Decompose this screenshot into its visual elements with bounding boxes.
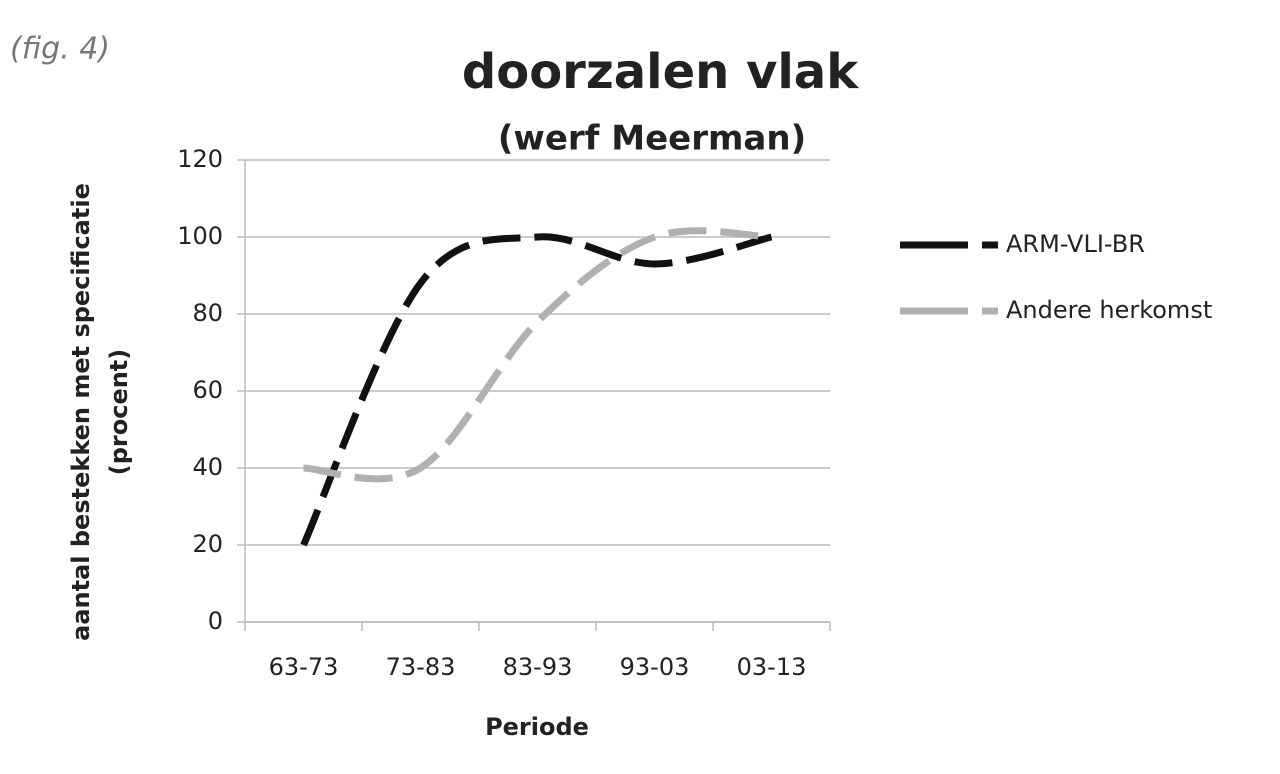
legend-label: ARM-VLI-BR — [1006, 230, 1145, 258]
x-tick-label: 63-73 — [269, 653, 339, 681]
x-axis-label: Periode — [485, 713, 589, 741]
y-tick-label: 0 — [208, 607, 223, 635]
chart-subtitle: (werf Meerman) — [498, 119, 806, 159]
y-tick-label: 40 — [192, 453, 223, 481]
legend-label: Andere herkomst — [1006, 296, 1212, 324]
x-tick-label: 83-93 — [503, 653, 573, 681]
y-tick-label: 120 — [177, 145, 223, 173]
y-tick-label: 100 — [177, 222, 223, 250]
chart-title: doorzalen vlak — [462, 44, 859, 100]
x-tick-label: 73-83 — [386, 653, 456, 681]
y-tick-label: 60 — [192, 376, 223, 404]
x-tick-label: 03-13 — [737, 653, 807, 681]
x-tick-label: 93-03 — [620, 653, 690, 681]
y-tick-label: 20 — [192, 530, 223, 558]
line — [300, 233, 773, 547]
y-tick-label: 80 — [192, 299, 223, 327]
y-axis-label: aantal bestekken met specificatie — [67, 183, 95, 641]
figure-label: (fig. 4) — [10, 32, 110, 67]
line — [303, 227, 772, 483]
y-axis-label: (procent) — [105, 349, 133, 476]
